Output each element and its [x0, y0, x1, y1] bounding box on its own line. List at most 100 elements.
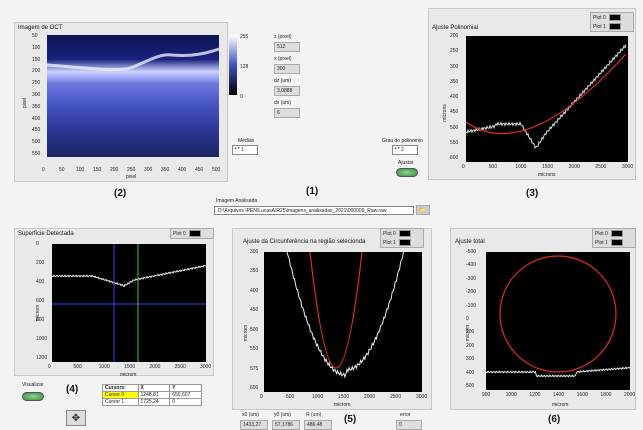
poly-yticks-tick: 500 — [450, 124, 459, 131]
poly-plot[interactable] — [466, 36, 628, 162]
tot-yticks-tick: 500 — [466, 383, 475, 389]
circ-xticks-tick: 2000 — [364, 394, 376, 400]
cursor-table[interactable]: Cursors: X Y Cursor 0 1248,81 650,607 Cursor… — [102, 384, 202, 406]
total-legend-0: Plot 0 — [593, 229, 635, 238]
medias-input[interactable]: 1 — [232, 145, 258, 155]
oct-yticks-tick: 250 — [32, 80, 41, 87]
circle-data-line — [286, 252, 404, 379]
oct-yticks-tick: 400 — [32, 115, 41, 122]
poly-legend-1: Plot 1 — [591, 22, 633, 31]
circ-yticks-tick: 550 — [250, 346, 259, 353]
oct-colorbar — [229, 35, 237, 95]
total-fit-plot[interactable] — [486, 252, 630, 390]
dx-label: dx (um) — [274, 100, 291, 106]
total-xlabel: microm — [552, 402, 569, 408]
surf-xticks-tick: 2500 — [174, 364, 186, 370]
surf-yticks-tick: 600 — [36, 298, 45, 304]
poly-yticks-tick: 200 — [450, 33, 459, 39]
oct-xticks-tick: 100 — [76, 167, 85, 173]
circle-legend: Plot 0 Plot 1 — [380, 228, 424, 248]
surf-xticks-tick: 1000 — [98, 364, 110, 370]
poly-legend: Plot 0 Plot 1 — [590, 12, 634, 32]
circle-fit-plot[interactable] — [264, 252, 422, 392]
poly-legend-0: Plot 0 — [591, 13, 633, 22]
tot-xticks-tick: 1000 — [505, 392, 517, 398]
oct-surface-overlay — [47, 47, 219, 72]
oct-xticks-tick: 400 — [178, 167, 187, 173]
oct-yticks-tick: 350 — [32, 103, 41, 110]
poly-fit-line — [466, 53, 627, 135]
poly-yticks-tick: 550 — [450, 139, 459, 146]
surf-yticks-tick: 1200 — [36, 355, 48, 361]
poly-yticks-tick: 450 — [450, 109, 459, 116]
label-5: (5) — [344, 414, 357, 425]
z-label: z (pixel) — [274, 34, 292, 40]
poly-yticks-tick: 300 — [450, 63, 459, 70]
path-field[interactable]: D:\Arquivos IPEN\LucasA\R25\imagens_anal… — [214, 206, 414, 215]
poly-xticks-tick: 500 — [488, 164, 497, 170]
grau-input[interactable]: 2 — [392, 145, 418, 155]
visualizar-button[interactable] — [22, 392, 44, 401]
folder-icon[interactable]: 📂 — [416, 205, 430, 215]
ajustar-button[interactable] — [396, 168, 418, 177]
colorbar-mid: 128 — [240, 64, 249, 70]
cursor-row-1[interactable]: Cursor 1 1725,24 0 — [102, 398, 202, 406]
surf-xticks-tick: 0 — [48, 364, 51, 370]
cursor-move-icon[interactable]: ✥ — [66, 410, 86, 426]
circle-legend-1: Plot 1 — [381, 238, 423, 247]
error-label: error — [400, 412, 411, 418]
cursor-header: Cursors: X Y — [102, 384, 202, 392]
poly-xticks-tick: 2500 — [595, 164, 607, 170]
poly-yticks-tick: 400 — [450, 94, 459, 100]
tot-yticks-tick: 200 — [466, 342, 475, 349]
cursor-row-0[interactable]: Cursor 0 1248,81 650,607 — [102, 391, 202, 399]
circ-xticks-tick: 1500 — [338, 394, 350, 400]
tot-xticks-tick: 1800 — [600, 392, 612, 398]
oct-yticks-tick: 300 — [32, 92, 41, 98]
error-value: 0 — [396, 420, 422, 430]
poly-data-line — [466, 44, 627, 149]
y0-label: y0 (um) — [274, 412, 291, 418]
oct-xticks-tick: 350 — [161, 167, 170, 173]
circ-yticks-tick: 400 — [250, 287, 259, 294]
x-value: 300 — [274, 64, 300, 74]
tot-yticks-tick: -500 — [466, 249, 477, 255]
oct-xticks-tick: 0 — [42, 167, 45, 173]
total-fit-title: Ajuste total — [455, 239, 485, 245]
oct-xticks-tick: 450 — [195, 167, 204, 173]
tot-xticks-tick: 1200 — [529, 392, 541, 398]
circ-yticks-tick: 500 — [250, 326, 259, 333]
tot-xticks-tick: 1400 — [553, 392, 565, 398]
surface-legend: Plot 0 — [170, 228, 214, 239]
circ-xticks-tick: 0 — [260, 394, 263, 400]
tot-yticks-tick: -200 — [466, 289, 477, 296]
poly-xticks-tick: 3000 — [622, 164, 634, 170]
circ-xticks-tick: 1000 — [312, 394, 324, 400]
poly-yticks-tick: 600 — [450, 155, 459, 161]
oct-yticks-tick: 150 — [32, 56, 41, 63]
oct-image-panel: Imagem de OCT — [14, 22, 237, 182]
oct-yticks-tick: 200 — [32, 68, 41, 75]
surface-plot[interactable] — [52, 244, 206, 362]
tot-yticks-tick: -100 — [466, 302, 477, 309]
r-value: 486,48 — [304, 420, 332, 430]
circ-xticks-tick: 500 — [286, 394, 295, 400]
circle-fit-line — [309, 252, 363, 369]
oct-xticks-tick: 50 — [59, 167, 65, 173]
label-1: (1) — [306, 186, 319, 197]
poly-yticks-tick: 250 — [450, 48, 459, 55]
oct-yticks-tick: 550 — [32, 151, 41, 157]
circle-legend-0: Plot 0 — [381, 229, 423, 238]
poly-xticks-tick: 2000 — [568, 164, 580, 170]
oct-title: Imagem de OCT — [18, 25, 63, 31]
oct-xticks-tick: 300 — [144, 167, 153, 173]
oct-ylabel: pixel — [22, 97, 29, 109]
total-fit-circle — [499, 255, 617, 373]
circ-yticks-tick: 350 — [250, 268, 259, 275]
oct-yticks-tick: 450 — [32, 127, 41, 134]
dz-label: dz (um) — [274, 78, 291, 84]
poly-xticks-tick: 1500 — [542, 164, 554, 170]
tot-yticks-tick: -400 — [466, 262, 477, 269]
poly-title: Ajuste Polinomial — [432, 25, 479, 31]
